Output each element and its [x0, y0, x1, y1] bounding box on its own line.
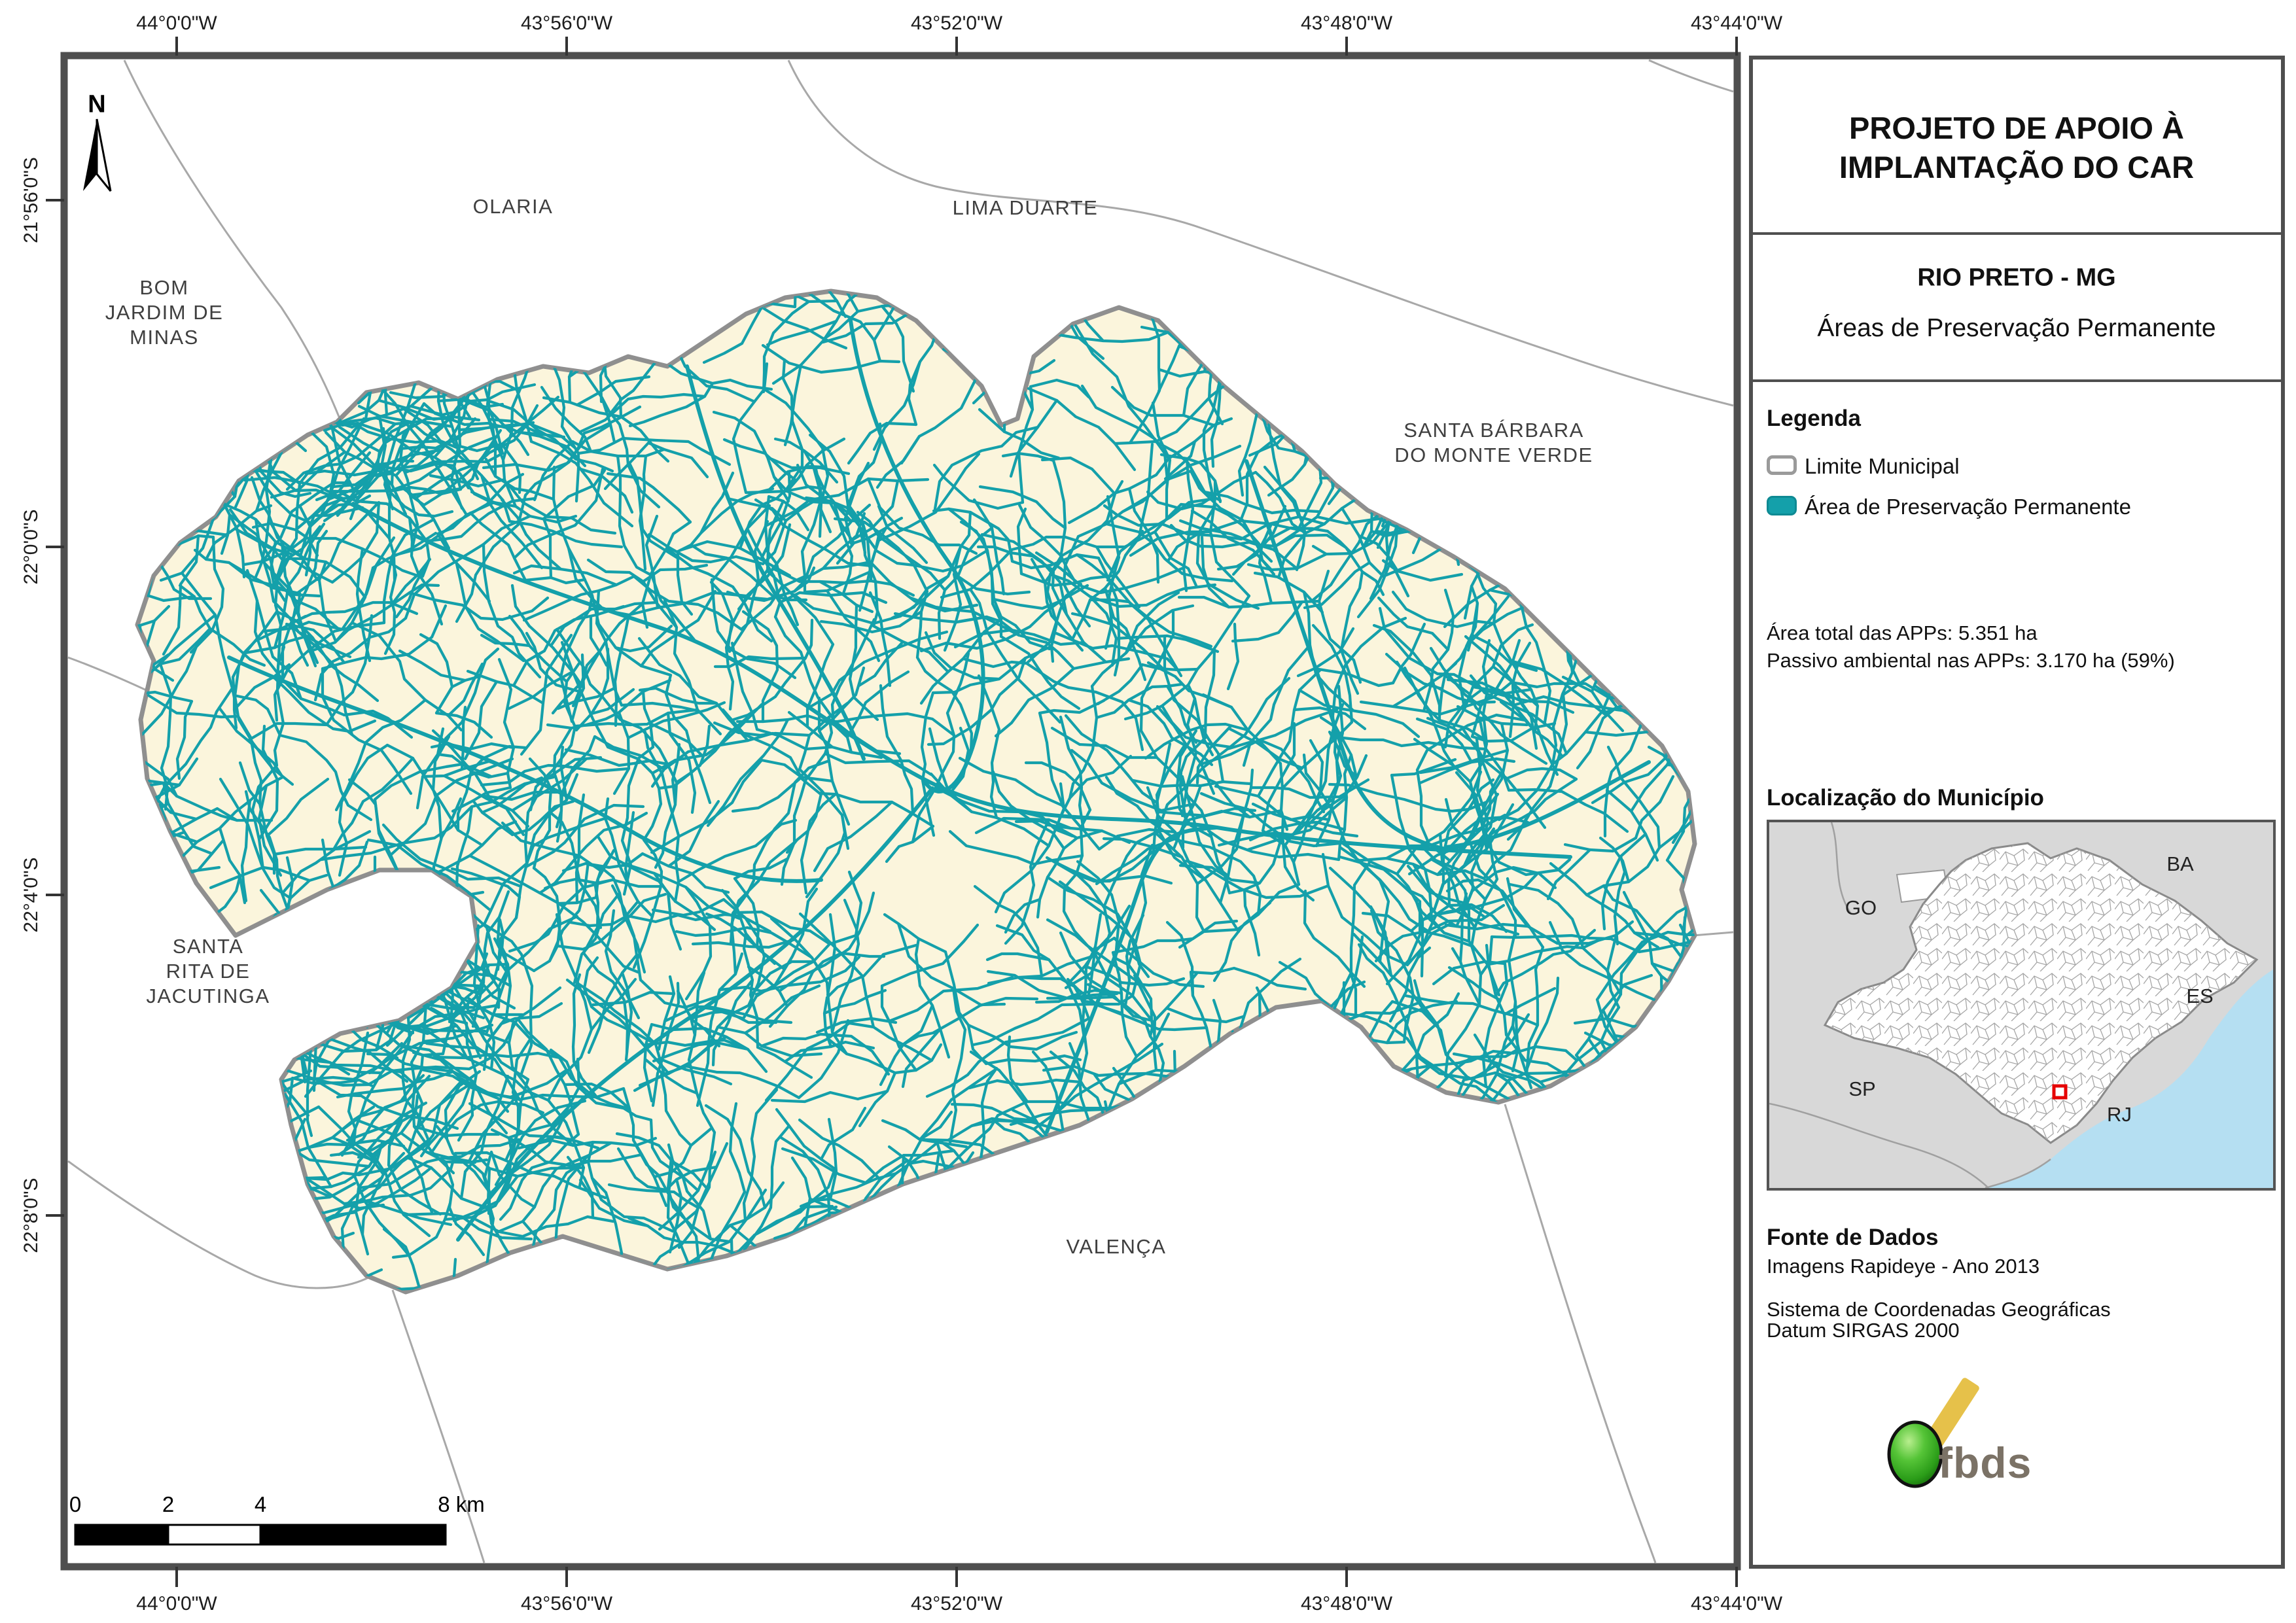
source-line-rapideye: Imagens Rapideye - Ano 2013	[1767, 1255, 2040, 1278]
lat-label-2: 22°4'0"S	[20, 857, 42, 933]
lat-label-1: 22°0'0"S	[20, 509, 42, 585]
lon-label-bottom-0: 44°0'0"W	[136, 1593, 217, 1614]
lat-label-0: 21°56'0"S	[20, 157, 42, 243]
state-label-es: ES	[2186, 985, 2214, 1007]
fbds-logo-text: fbds	[1938, 1439, 2032, 1487]
neighbor-label-santa-rita: SANTA RITA DE JACUTINGA	[146, 935, 270, 1007]
state-label-ba: BA	[2166, 852, 2194, 875]
rio-preto-marker-icon	[2052, 1084, 2068, 1100]
lon-label-bottom-4: 43°44'0"W	[1690, 1593, 1783, 1614]
project-title-line2: IMPLANTAÇÃO DO CAR	[1839, 150, 2195, 184]
scalebar-label-0: 0	[69, 1492, 82, 1516]
municipality-polygon	[135, 288, 1697, 1295]
lon-label-top-3: 43°48'0"W	[1300, 12, 1393, 34]
neighbor-label-valenca: VALENÇA	[1066, 1235, 1167, 1258]
source-line-datum: Datum SIRGAS 2000	[1767, 1319, 1960, 1342]
lon-label-top-0: 44°0'0"W	[136, 12, 217, 34]
info-panel	[1749, 56, 2285, 1569]
legend-swatch-app	[1767, 496, 1797, 515]
inset-map-canvas	[1769, 822, 2273, 1188]
app-total-stat: Área total das APPs: 5.351 ha	[1767, 621, 2038, 644]
map-subtitle: Áreas de Preservação Permanente	[1817, 314, 2216, 342]
app-passivo-stat: Passivo ambiental nas APPs: 3.170 ha (59…	[1767, 649, 2175, 672]
ocean-area	[1985, 969, 2273, 1188]
lon-label-top-4: 43°44'0"W	[1690, 12, 1783, 34]
state-label-go: GO	[1845, 896, 1877, 919]
panel-divider-2	[1753, 379, 2281, 382]
project-title-line1: PROJETO DE APOIO À	[1849, 111, 2184, 145]
neighbor-label-olaria: OLARIA	[472, 195, 554, 218]
lon-label-top-2: 43°52'0"W	[910, 12, 1003, 34]
legend-swatch-limite-municipal	[1767, 455, 1797, 475]
lat-label-3: 22°8'0"S	[20, 1178, 42, 1253]
scalebar-label-2: 2	[162, 1492, 175, 1516]
north-arrow-icon	[83, 118, 112, 192]
legend-label-app: Área de Preservação Permanente	[1805, 495, 2131, 519]
neighbor-label-bom-jardim: BOM JARDIM DE MINAS	[105, 276, 224, 349]
legend-heading: Legenda	[1767, 406, 1861, 431]
neighbor-boundaries	[67, 59, 1734, 1563]
north-arrow-label: N	[88, 90, 106, 118]
state-label-rj: RJ	[2107, 1103, 2132, 1126]
scalebar-label-4: 4	[254, 1492, 267, 1516]
state-locator-inset-map: GO BA SP ES RJ	[1767, 820, 2276, 1191]
neighbor-label-lima-duarte: LIMA DUARTE	[952, 196, 1099, 219]
lon-label-top-1: 43°56'0"W	[520, 12, 613, 34]
source-line-coords: Sistema de Coordenadas Geográficas	[1767, 1298, 2111, 1321]
legend-label-limite-municipal: Limite Municipal	[1805, 454, 1960, 478]
lon-label-bottom-2: 43°52'0"W	[910, 1593, 1003, 1614]
location-heading: Localização do Município	[1767, 785, 2044, 811]
longitude-ticks	[175, 37, 1738, 1587]
state-label-sp: SP	[1848, 1077, 1876, 1100]
source-heading: Fonte de Dados	[1767, 1225, 1939, 1250]
scalebar-label-8km: 8 km	[438, 1492, 485, 1516]
municipality-title: RIO PRETO - MG	[1917, 264, 2116, 292]
latitude-ticks	[46, 199, 64, 1217]
lon-label-bottom-3: 43°48'0"W	[1300, 1593, 1393, 1614]
fbds-logo-icon	[1887, 1378, 1979, 1488]
neighbor-label-santa-barbara: SANTA BÁRBARA DO MONTE VERDE	[1394, 419, 1593, 466]
lon-label-bottom-1: 43°56'0"W	[520, 1593, 613, 1614]
panel-divider-1	[1753, 232, 2281, 235]
scale-bar	[74, 1524, 447, 1546]
